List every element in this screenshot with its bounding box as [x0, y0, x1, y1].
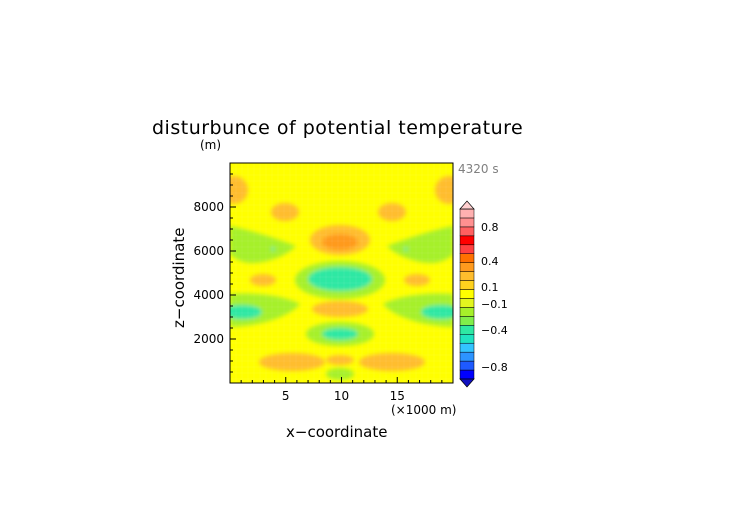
colorbar-swatch [459, 226, 475, 237]
y-tick-label: 2000 [193, 332, 224, 346]
x-tick-label: 10 [334, 389, 349, 403]
colorbar-swatch [459, 262, 475, 272]
y-unit-label: (m) [200, 138, 221, 152]
colorbar-swatch [459, 253, 475, 263]
colorbar-label: −0.4 [481, 324, 508, 337]
colorbar-swatch [459, 217, 475, 228]
colorbar-upper-arrow [459, 200, 475, 210]
y-tick-label: 8000 [193, 200, 224, 214]
y-tick-label: 6000 [193, 244, 224, 258]
colorbar-swatch [459, 342, 475, 353]
colorbar-swatch [459, 208, 475, 219]
contour-field [230, 163, 453, 383]
y-axis: 2000 4000 6000 8000 [193, 173, 236, 373]
colorbar-swatch [459, 307, 475, 317]
x-tick-label: 5 [282, 389, 290, 403]
colorbar-label: −0.8 [481, 361, 508, 374]
colorbar-swatch [459, 289, 475, 299]
colorbar-swatch [459, 244, 475, 254]
colorbar-label: −0.1 [481, 298, 508, 311]
y-tick-label: 4000 [193, 288, 224, 302]
field-grid [230, 163, 453, 383]
colorbar-swatch [459, 360, 475, 371]
colorbar-swatch [459, 334, 475, 344]
colorbar-label: 0.8 [481, 221, 499, 234]
colorbar-lower-arrow [459, 378, 475, 388]
colorbar-swatch [459, 351, 475, 362]
colorbar-swatch [459, 235, 475, 246]
x-axis: 5 10 15 [240, 377, 443, 403]
colorbar-swatch [459, 298, 475, 308]
colorbar-swatch [459, 280, 475, 290]
colorbar-label: 0.4 [481, 255, 499, 268]
colorbar-swatch [459, 271, 475, 281]
x-tick-label: 15 [390, 389, 405, 403]
chart-title: disturbunce of potential temperature [152, 117, 523, 139]
colorbar-swatch [459, 316, 475, 326]
x-axis-label: x−coordinate [286, 423, 387, 441]
time-label: 4320 s [458, 162, 499, 176]
x-unit-label: (×1000 m) [391, 403, 456, 417]
colorbar-swatch [459, 325, 475, 335]
colorbar: 0.8 0.4 0.1 −0.1 −0.4 −0.8 [459, 200, 508, 388]
y-axis-label: z−coordinate [170, 228, 188, 328]
colorbar-swatch [459, 369, 475, 380]
colorbar-label: 0.1 [481, 281, 499, 294]
